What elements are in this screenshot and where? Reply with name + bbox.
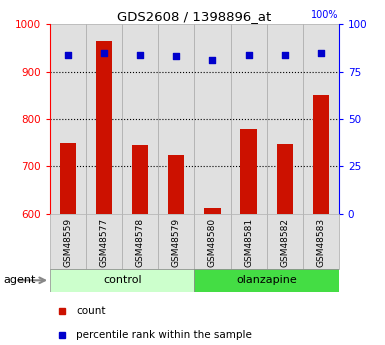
Text: control: control (103, 275, 142, 285)
Text: agent: agent (4, 275, 36, 285)
Bar (266, 24, 303, 214)
Point (318, 50, 324, 55)
Bar (60, 143, 76, 214)
Bar (303, 24, 339, 214)
Bar (50, 269, 194, 292)
Text: GSM48579: GSM48579 (172, 218, 181, 267)
Bar (266, 214, 303, 269)
Bar (158, 214, 194, 269)
Bar (303, 214, 339, 269)
Bar (231, 24, 266, 214)
Bar (50, 24, 86, 214)
Text: GSM48581: GSM48581 (244, 218, 253, 267)
Bar (168, 155, 184, 214)
Bar (241, 129, 257, 214)
Bar (194, 214, 231, 269)
Bar (194, 24, 231, 214)
Text: olanzapine: olanzapine (236, 275, 297, 285)
Bar (313, 95, 329, 214)
Bar (132, 145, 148, 214)
Text: percentile rank within the sample: percentile rank within the sample (76, 331, 252, 340)
Bar (231, 214, 266, 269)
Text: 100%: 100% (311, 10, 339, 20)
Point (101, 50, 107, 55)
Bar (194, 269, 339, 292)
Bar (86, 24, 122, 214)
Title: GDS2608 / 1398896_at: GDS2608 / 1398896_at (117, 10, 271, 23)
Point (65, 52, 71, 57)
Bar (86, 214, 122, 269)
Text: GSM48577: GSM48577 (100, 218, 109, 267)
Point (137, 52, 143, 57)
Bar (50, 214, 86, 269)
Text: GSM48580: GSM48580 (208, 218, 217, 267)
Text: count: count (76, 306, 105, 316)
Bar (96, 41, 112, 214)
Text: GSM48578: GSM48578 (136, 218, 145, 267)
Bar (122, 214, 158, 269)
Bar (158, 24, 194, 214)
Bar (122, 24, 158, 214)
Text: GSM48583: GSM48583 (316, 218, 325, 267)
Text: GSM48559: GSM48559 (64, 218, 73, 267)
Point (281, 52, 288, 57)
Point (246, 52, 252, 57)
Text: GSM48582: GSM48582 (280, 218, 289, 267)
Bar (276, 144, 293, 214)
Point (173, 53, 179, 59)
Point (209, 57, 216, 63)
Bar (204, 208, 221, 214)
